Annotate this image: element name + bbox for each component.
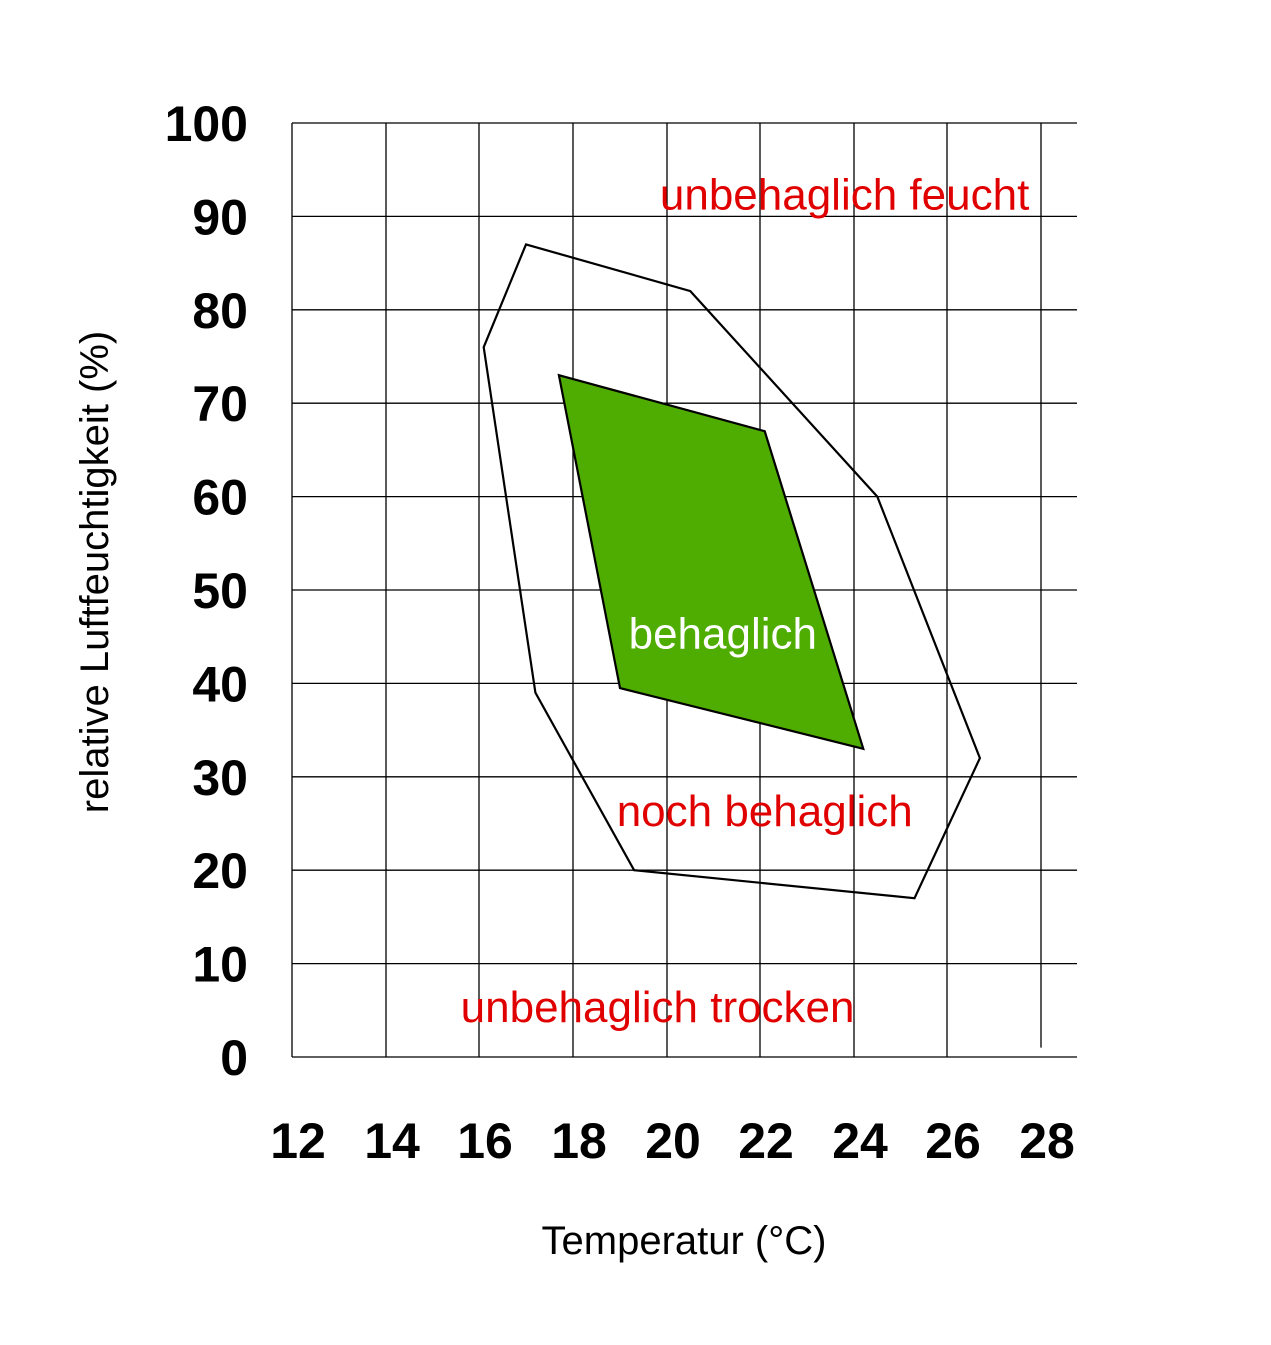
comfort-zones [482, 243, 982, 900]
y-axis-ticks: 0 10 20 30 40 50 60 70 80 90 100 [165, 96, 248, 1086]
behaglich-zone [557, 373, 865, 751]
x-tick-label: 16 [457, 1113, 513, 1169]
y-tick-label: 80 [192, 283, 248, 339]
x-tick-label: 22 [738, 1113, 794, 1169]
y-tick-label: 50 [192, 563, 248, 619]
region-labels: unbehaglich feucht behaglich noch behaglic… [461, 170, 1030, 1032]
x-tick-label: 18 [551, 1113, 607, 1169]
y-tick-label: 90 [192, 189, 248, 245]
x-tick-label: 12 [270, 1113, 326, 1169]
region-label: behaglich [629, 609, 817, 658]
y-tick-label: 0 [220, 1030, 248, 1086]
x-tick-label: 28 [1019, 1113, 1075, 1169]
region-label: unbehaglich feucht [660, 170, 1029, 219]
x-axis-ticks: 12 14 16 18 20 22 24 26 28 [270, 1113, 1075, 1169]
y-tick-label: 100 [165, 96, 248, 152]
y-axis-label: relative Luftfeuchtigkeit (%) [73, 331, 117, 813]
x-tick-label: 26 [925, 1113, 981, 1169]
x-tick-label: 14 [364, 1113, 420, 1169]
y-tick-label: 40 [192, 656, 248, 712]
noch-behaglich-zone [482, 243, 982, 900]
region-label: noch behaglich [617, 787, 913, 836]
region-label: unbehaglich trocken [461, 983, 855, 1032]
y-tick-label: 10 [192, 937, 248, 993]
y-tick-label: 60 [192, 470, 248, 526]
y-tick-label: 20 [192, 843, 248, 899]
x-tick-label: 20 [645, 1113, 701, 1169]
y-tick-label: 70 [192, 376, 248, 432]
x-tick-label: 24 [832, 1113, 888, 1169]
y-tick-label: 30 [192, 750, 248, 806]
x-axis-label: Temperatur (°C) [542, 1219, 827, 1263]
